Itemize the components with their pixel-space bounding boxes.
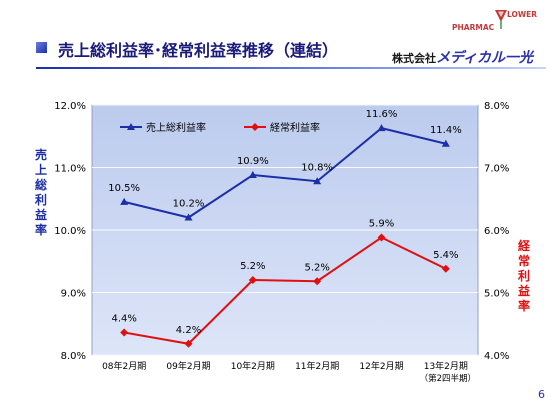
right-tick-label: 6.0% (484, 226, 509, 237)
axes: 12.0% 11.0% 10.0% 9.0% 8.0% 8.0% 7.0% 6.0% 5.0% 4… (35, 101, 531, 384)
axis-title-char: 売 (35, 147, 47, 162)
logo-text-lower: LOWER (507, 10, 538, 19)
right-tick-label: 7.0% (484, 164, 509, 175)
data-point-diamond (184, 339, 193, 348)
series-layer: 10.5% 10.2% 10.9% 10.8% 11.6% 11.4% 4.4% 4.2% 5.… (108, 109, 462, 348)
data-label: 5.9% (369, 219, 394, 230)
data-label: 10.9% (237, 156, 269, 167)
data-label: 4.4% (111, 314, 136, 325)
page-number: 6 (538, 388, 545, 401)
flower-logo-icon (495, 10, 507, 29)
company-brand: メディカル一光 (436, 50, 534, 66)
data-point-diamond (248, 276, 257, 284)
left-tick-label: 11.0% (54, 164, 86, 175)
right-tick-label: 8.0% (484, 101, 509, 112)
category-label: 10年2月期 (231, 360, 275, 372)
category-sublabel: （第2四半期） (420, 373, 476, 384)
legend-marker (127, 123, 135, 130)
data-point-triangle (248, 171, 257, 178)
series-line-1 (123, 127, 447, 219)
category-label: 08年2月期 (102, 360, 146, 372)
category-label: 12年2月期 (359, 360, 403, 372)
data-label: 11.4% (430, 125, 462, 136)
company-name: 株式会社メディカル一光 (392, 47, 533, 67)
left-tick-label: 10.0% (54, 226, 86, 237)
data-point-diamond (120, 328, 129, 337)
data-label: 4.2% (176, 325, 201, 336)
axis-title-char: 率 (35, 222, 47, 237)
left-tick-label: 12.0% (54, 101, 86, 112)
title-underline (36, 67, 546, 69)
slide-title: 売上総利益率･経常利益率推移（連結） (58, 41, 339, 60)
data-point-triangle (120, 197, 129, 205)
legend-marker (251, 123, 259, 131)
series-line-2 (123, 236, 447, 345)
category-label: 11年2月期 (295, 360, 339, 372)
left-tick-label: 8.0% (61, 351, 86, 362)
data-label: 5.2% (240, 261, 265, 272)
axis-title-char: 常 (518, 253, 530, 268)
data-point-triangle (184, 213, 193, 221)
data-label: 10.2% (173, 199, 205, 210)
gridlines (92, 104, 478, 356)
legend-entry: 経常利益率 (270, 121, 320, 134)
right-axis-title: 経常利益率 (518, 238, 531, 313)
data-point-diamond (313, 277, 322, 286)
axis-title-char: 益 (518, 283, 530, 298)
right-tick-label: 5.0% (484, 289, 509, 300)
title-bullet (36, 42, 47, 53)
data-label: 11.6% (366, 109, 398, 120)
category-label: 09年2月期 (166, 360, 210, 372)
axis-title-char: 率 (518, 298, 530, 313)
data-point-triangle (441, 139, 450, 147)
axis-title-char: 総 (35, 177, 47, 192)
company-prefix: 株式会社 (392, 52, 436, 65)
data-label: 10.5% (108, 183, 140, 194)
axis-title-char: 益 (35, 207, 47, 222)
logo-text-pharmac: PHARMAC (452, 23, 495, 32)
left-tick-label: 9.0% (61, 289, 86, 300)
data-label: 5.2% (304, 262, 329, 273)
data-label: 10.8% (301, 162, 333, 173)
axis-title-char: 利 (518, 268, 530, 283)
legend-entry: 売上総利益率 (146, 121, 206, 134)
right-tick-label: 4.0% (484, 351, 509, 362)
legend: 売上総利益率 経常利益率 (120, 121, 320, 134)
axis-title-char: 経 (518, 238, 531, 253)
data-point-diamond (441, 264, 450, 273)
left-axis-title: 売上総利益率 (35, 147, 47, 237)
data-label: 5.4% (433, 250, 458, 261)
axis-title-char: 利 (35, 192, 47, 207)
data-point-triangle (313, 177, 322, 185)
category-label: 13年2月期 (424, 360, 468, 372)
data-point-diamond (377, 233, 386, 242)
data-point-triangle (377, 124, 386, 132)
axis-title-char: 上 (35, 162, 47, 177)
